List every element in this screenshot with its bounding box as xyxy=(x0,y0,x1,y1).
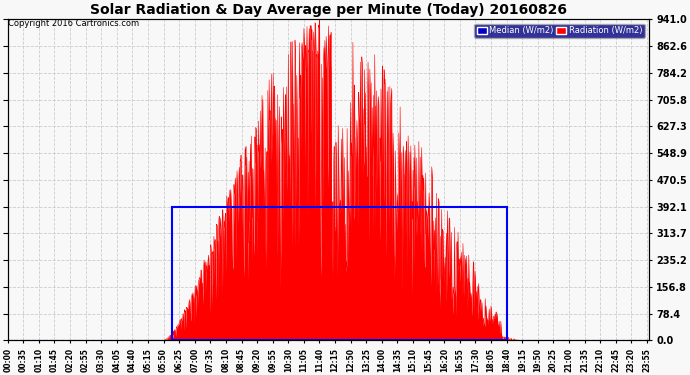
Legend: Median (W/m2), Radiation (W/m2): Median (W/m2), Radiation (W/m2) xyxy=(474,24,644,38)
Bar xyxy=(172,207,506,340)
Title: Solar Radiation & Day Average per Minute (Today) 20160826: Solar Radiation & Day Average per Minute… xyxy=(90,3,566,17)
Text: Copyright 2016 Cartronics.com: Copyright 2016 Cartronics.com xyxy=(8,20,139,28)
